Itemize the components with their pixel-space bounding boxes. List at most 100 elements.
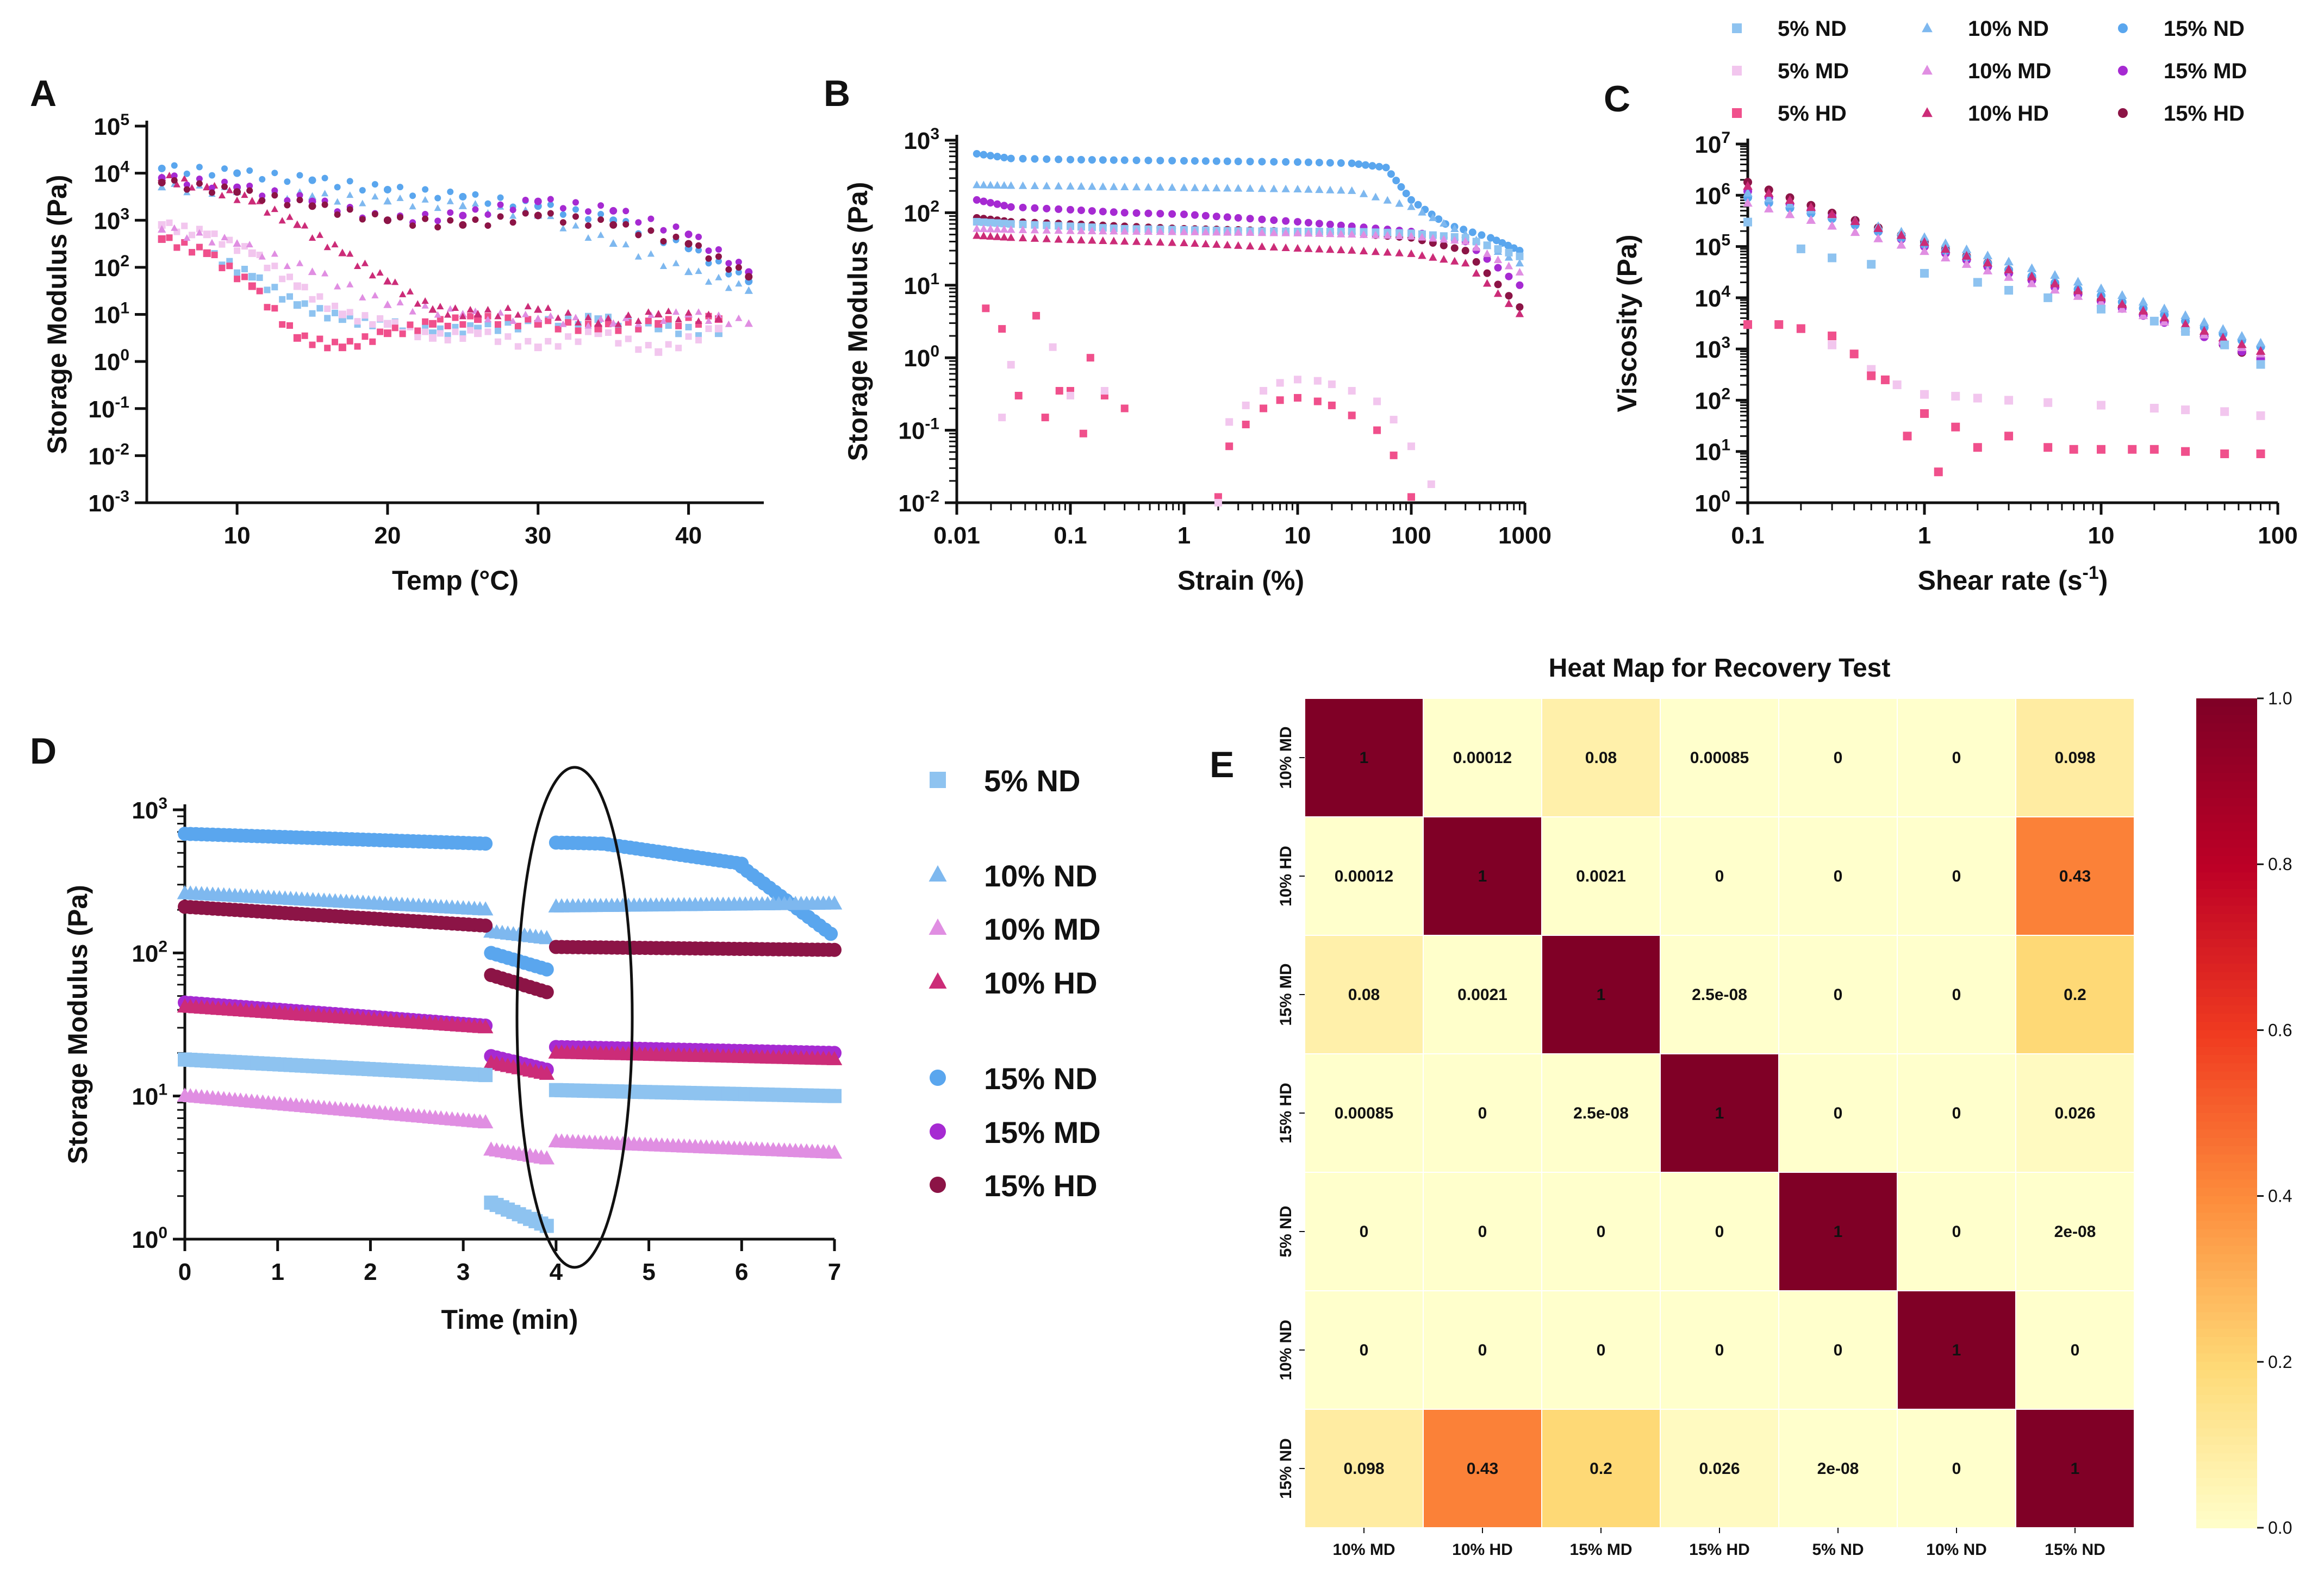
y-tick-label: 104 (1694, 283, 1730, 312)
colorbar-segment (2196, 1129, 2257, 1139)
data-point-nd5 (1867, 260, 1876, 269)
data-point-md10 (509, 317, 517, 324)
heatmap-x-label: 10% MD (1332, 1541, 1395, 1559)
data-point-hd5 (565, 319, 572, 326)
data-point-nd10 (1132, 183, 1141, 191)
data-point-nd10 (744, 286, 753, 294)
data-point-md5 (635, 346, 642, 353)
data-point-md15 (1258, 215, 1266, 223)
data-point-nd15 (1212, 157, 1220, 165)
data-point-nd15 (1223, 157, 1231, 165)
data-point-nd10 (705, 278, 713, 285)
legend-marker-md15 (930, 1123, 946, 1140)
legend-label-md15: 15% MD (984, 1115, 1101, 1149)
data-point-hd15 (1461, 247, 1469, 255)
data-point-md10 (735, 314, 743, 321)
data-point-hd15 (509, 219, 516, 226)
data-point-hd10 (695, 317, 702, 324)
data-point-md10 (534, 314, 543, 322)
data-point-md10 (572, 314, 580, 321)
data-point-hd15 (484, 222, 491, 229)
data-point-nd5 (1494, 245, 1502, 253)
data-point-md5 (554, 343, 562, 350)
data-point-nd10 (509, 212, 517, 219)
heatmap-cell (1778, 816, 1898, 936)
data-point-hd10 (539, 1065, 555, 1080)
data-point-nd15 (1355, 160, 1363, 168)
data-point-hd10 (1440, 255, 1448, 263)
data-point-hd15 (271, 192, 278, 199)
colorbar-segment (2196, 756, 2257, 766)
data-point-hd5 (2149, 445, 2159, 454)
data-point-md10 (1785, 209, 1795, 218)
data-point-md10 (359, 293, 366, 301)
heatmap-cell-value: 0.0021 (1457, 986, 1507, 1004)
data-point-hd15 (1472, 258, 1480, 266)
data-point-hd5 (1920, 409, 1929, 418)
data-point-md10 (171, 224, 178, 231)
data-point-md5 (2220, 407, 2229, 416)
data-point-hd5 (1079, 429, 1087, 438)
y-tick-label: 10-2 (88, 440, 129, 470)
data-point-nd15 (183, 170, 190, 177)
data-point-nd10 (2050, 270, 2060, 279)
data-point-hd5 (525, 316, 532, 323)
data-point-nd15 (1031, 155, 1039, 163)
data-point-nd5 (264, 286, 271, 293)
data-point-md10 (183, 234, 191, 241)
data-point-nd15 (409, 192, 416, 199)
data-point-hd10 (494, 313, 502, 320)
data-point-nd15 (1019, 155, 1027, 163)
x-tick-label: 10 (2088, 522, 2115, 549)
heatmap-cell-value: 0.0021 (1576, 867, 1626, 885)
x-axis-title: Temp (°C) (392, 565, 519, 596)
data-point-nd5 (675, 330, 682, 338)
legend-marker-nd5 (930, 772, 946, 788)
data-point-hd10 (1961, 251, 1972, 260)
data-point-nd15 (472, 191, 479, 198)
data-point-nd15 (715, 258, 722, 265)
data-point-md10 (484, 316, 492, 323)
colorbar-segment (2196, 698, 2257, 708)
data-point-md5 (1390, 416, 1398, 424)
data-point-hd5 (2004, 432, 2014, 441)
data-point-hd15 (585, 222, 592, 229)
data-point-hd10 (1383, 248, 1392, 256)
data-point-nd15 (1234, 158, 1242, 166)
data-point-hd10 (1395, 248, 1404, 257)
data-point-md10 (346, 280, 354, 288)
data-point-md5 (1892, 380, 1902, 390)
data-point-hd10 (1269, 242, 1278, 251)
data-point-hd10 (399, 290, 407, 297)
data-point-nd10 (1088, 182, 1096, 190)
data-point-md15 (208, 184, 215, 191)
data-point-md10 (826, 1144, 843, 1159)
heatmap-cell-value: 0.00085 (1335, 1104, 1393, 1122)
data-point-md15 (1000, 202, 1008, 210)
data-point-hd10 (2050, 278, 2060, 288)
colorbar-segment (2196, 715, 2257, 724)
data-point-hd10 (514, 311, 522, 318)
data-point-hd15 (534, 211, 542, 220)
data-point-nd10 (725, 284, 733, 291)
colorbar-segment (2196, 1079, 2257, 1089)
data-point-nd10 (1180, 183, 1188, 191)
data-point-md10 (1983, 265, 1993, 274)
data-point-nd10 (634, 253, 642, 260)
data-point-md10 (973, 224, 981, 232)
data-point-md15 (660, 227, 667, 234)
data-point-nd15 (986, 152, 994, 160)
data-point-md10 (1088, 227, 1096, 235)
data-point-md10 (1383, 231, 1392, 239)
heatmap-y-label: 10% MD (1277, 726, 1295, 789)
data-point-md5 (585, 328, 592, 335)
data-point-nd10 (1337, 186, 1345, 194)
x-tick-label: 30 (525, 522, 551, 549)
colorbar-segment (2196, 1088, 2257, 1097)
data-point-hd10 (437, 303, 444, 310)
data-point-md10 (597, 315, 605, 322)
data-point-md10 (321, 270, 329, 277)
data-point-md5 (248, 249, 256, 257)
data-point-md10 (2050, 285, 2060, 294)
data-point-md5 (158, 221, 166, 229)
